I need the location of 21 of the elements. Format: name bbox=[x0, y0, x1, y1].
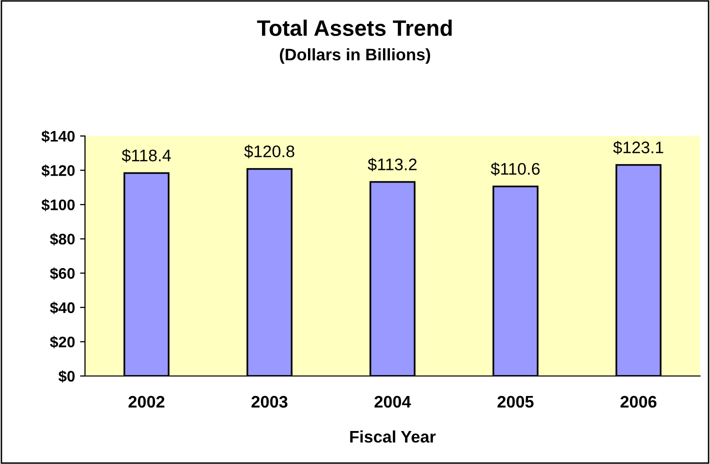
x-tick-label: 2006 bbox=[620, 396, 656, 408]
x-axis-title: Fiscal Year bbox=[350, 430, 436, 443]
y-tick-label: $20 bbox=[50, 336, 75, 348]
y-tick-label: $0 bbox=[58, 370, 75, 383]
chart-title: Total Assets Trend bbox=[257, 20, 452, 36]
y-tick-label: $80 bbox=[50, 233, 75, 246]
x-tick-label: 2004 bbox=[374, 396, 411, 408]
y-tick-label: $60 bbox=[50, 267, 75, 280]
y-tick-label: $120 bbox=[41, 164, 75, 177]
y-tick-label: $40 bbox=[50, 302, 75, 314]
data-label: $113.2 bbox=[368, 158, 417, 172]
data-label: $120.8 bbox=[244, 144, 294, 158]
chart-subtitle: (Dollars in Billions) bbox=[280, 48, 430, 64]
data-label: $110.6 bbox=[490, 162, 540, 176]
x-tick-label: 2005 bbox=[498, 396, 534, 408]
y-tick-label: $140 bbox=[41, 130, 75, 143]
y-tick-label: $100 bbox=[41, 198, 75, 212]
x-tick-label: 2002 bbox=[128, 396, 164, 408]
data-label: $123.1 bbox=[613, 140, 664, 154]
data-label: $118.4 bbox=[122, 148, 171, 162]
x-tick-label: 2003 bbox=[252, 396, 288, 408]
